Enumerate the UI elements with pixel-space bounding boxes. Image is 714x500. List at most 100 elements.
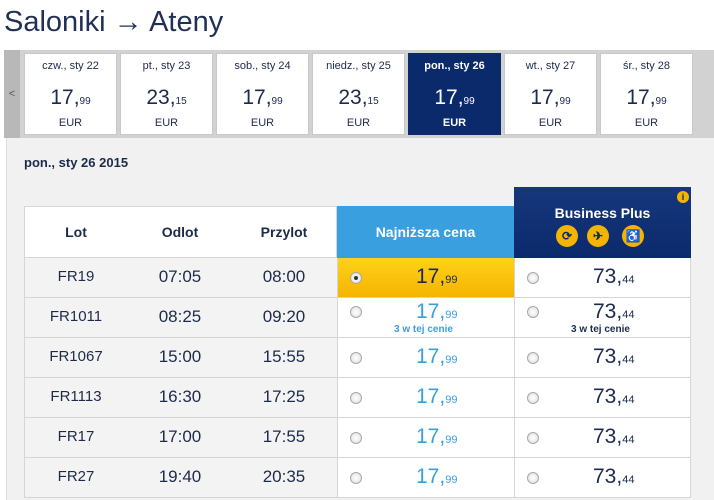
business-price: 73,44 [593,465,635,488]
price-integer: 73 [593,345,617,368]
price-decimal: 99 [445,309,458,321]
date-card[interactable]: wt., sty 27 17,99 EUR [504,53,597,135]
date-card-price: 17,99 [626,86,667,109]
business-price-radio[interactable] [527,306,539,318]
arrival-time: 09:20 [262,307,306,326]
business-price-radio[interactable] [527,472,539,484]
col-header-flight: Lot [65,224,87,240]
lowest-price-cell[interactable]: 17,99 [337,418,514,458]
price-integer: 17 [416,465,440,488]
price-decimal: 99 [445,474,458,486]
business-price-radio[interactable] [527,432,539,444]
price-integer: 23 [338,86,362,109]
table-row [24,258,337,298]
price-decimal: 44 [622,274,635,286]
business-price-radio[interactable] [527,272,539,284]
date-card-label: śr., sty 28 [622,60,671,72]
price-integer: 17 [530,86,554,109]
lowest-price-radio[interactable] [350,432,362,444]
lowest-price-radio[interactable] [350,392,362,404]
date-card[interactable]: pt., sty 23 23,15 EUR [120,53,213,135]
info-icon[interactable]: i [677,191,689,203]
arrival-time: 20:35 [262,467,306,486]
flight-number: FR27 [57,468,95,485]
price-integer: 73 [593,465,617,488]
date-card-currency: EUR [346,117,371,129]
route-title: Saloniki → Ateny [4,6,223,42]
business-price-radio[interactable] [527,392,539,404]
business-price-cell[interactable]: 73,44 [514,458,691,498]
date-card-label: wt., sty 27 [525,60,576,72]
table-row [24,458,337,498]
date-card[interactable]: sob., sty 24 17,99 EUR [216,53,309,135]
business-price-cell[interactable]: 73,44 3 w tej cenie [514,298,691,338]
flight-number: FR1067 [49,348,103,365]
lowest-price-radio[interactable] [350,352,362,364]
date-card-currency: EUR [154,117,179,129]
date-card[interactable]: pon., sty 26 17,99 EUR [408,53,501,135]
date-card-currency: EUR [250,117,275,129]
business-price-cell[interactable]: 73,44 [514,378,691,418]
date-card[interactable]: niedz., sty 25 23,15 EUR [312,53,405,135]
lowest-price-cell[interactable]: 17,99 [337,258,514,298]
lowest-price: 17,99 [416,425,458,448]
date-card-currency: EUR [634,117,659,129]
route-destination: Ateny [149,6,224,38]
date-card[interactable]: czw., sty 22 17,99 EUR [24,53,117,135]
date-card-label: sob., sty 24 [234,60,291,72]
lowest-price-radio[interactable] [350,306,362,318]
price-decimal: 99 [445,434,458,446]
date-card[interactable]: śr., sty 28 17,99 EUR [600,53,693,135]
flight-number: FR17 [57,428,95,445]
table-row [24,298,337,338]
price-decimal: 15 [367,96,379,107]
table-row [24,338,337,378]
lowest-price-radio[interactable] [350,272,362,284]
price-decimal: 99 [79,96,91,107]
price-integer: 17 [416,345,440,368]
lowest-price-radio[interactable] [350,472,362,484]
business-price-cell[interactable]: 73,44 [514,418,691,458]
price-integer: 73 [593,385,617,408]
lowest-price-cell[interactable]: 17,99 [337,338,514,378]
price-integer: 73 [593,300,617,323]
date-card-label: pon., sty 26 [424,60,485,72]
price-decimal: 44 [622,309,635,321]
flight-number: FR1011 [49,308,103,325]
date-card-price: 23,15 [338,86,379,109]
date-card-price: 17,99 [530,86,571,109]
date-card-label: czw., sty 22 [42,60,99,72]
price-decimal: 44 [622,474,635,486]
prev-dates-button[interactable]: < [4,50,20,138]
date-card-currency: EUR [538,117,563,129]
price-decimal: 99 [271,96,283,107]
departure-time: 07:05 [158,267,202,286]
price-decimal: 99 [655,96,667,107]
price-decimal: 44 [622,354,635,366]
departure-time: 16:30 [158,387,202,406]
arrival-time: 17:25 [262,387,306,406]
lowest-price-cell[interactable]: 17,99 [337,458,514,498]
business-price-cell[interactable]: 73,44 [514,258,691,298]
lowest-price: 17,99 [416,465,458,488]
lowest-price-cell[interactable]: 17,99 [337,378,514,418]
price-integer: 17 [626,86,650,109]
fast-track-icon: ⟳ [556,225,578,247]
business-price-radio[interactable] [527,352,539,364]
date-card-currency: EUR [442,117,467,129]
price-integer: 23 [146,86,170,109]
seats-left-note: 3 w tej cenie [394,324,453,335]
table-header-info [24,206,337,258]
price-decimal: 99 [559,96,571,107]
flight-number: FR19 [57,268,95,285]
date-card-price: 17,99 [50,86,91,109]
business-plus-title: Business Plus [554,205,651,221]
date-card-label: pt., sty 23 [142,60,191,72]
price-decimal: 44 [622,394,635,406]
flight-number: FR1113 [50,388,102,405]
selected-date-heading: pon., sty 26 2015 [24,155,129,170]
price-integer: 17 [416,425,440,448]
business-price-cell[interactable]: 73,44 [514,338,691,378]
departure-time: 17:00 [158,427,202,446]
lowest-price-cell[interactable]: 17,99 3 w tej cenie [337,298,514,338]
